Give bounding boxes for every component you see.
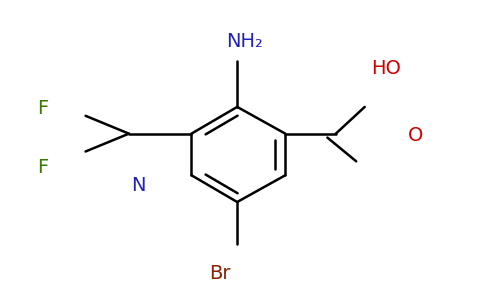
Text: N: N <box>131 176 146 195</box>
Text: F: F <box>37 99 48 118</box>
Text: O: O <box>408 126 423 145</box>
Text: Br: Br <box>210 264 231 283</box>
Text: NH₂: NH₂ <box>226 32 263 51</box>
Text: F: F <box>37 158 48 177</box>
Text: HO: HO <box>371 59 401 78</box>
